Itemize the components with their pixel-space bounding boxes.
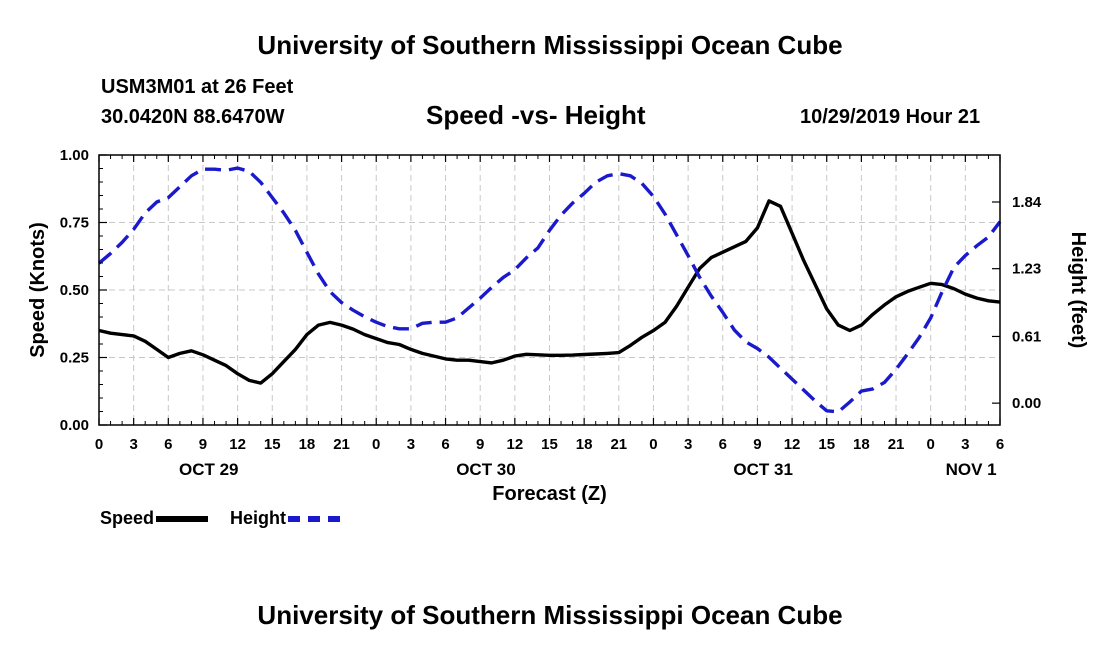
left-tick-label: 0.00 <box>60 417 89 434</box>
x-tick-label: 6 <box>441 436 449 453</box>
x-tick-label: 12 <box>784 436 801 453</box>
x-tick-label: 21 <box>888 436 905 453</box>
x-axis-label: Forecast (Z) <box>492 483 606 505</box>
x-tick-label: 0 <box>95 436 103 453</box>
x-tick-label: 15 <box>264 436 281 453</box>
x-date-label: OCT 29 <box>179 460 239 479</box>
right-tick-label: 1.84 <box>1012 194 1042 211</box>
left-tick-label: 0.50 <box>60 282 89 299</box>
x-tick-label: 0 <box>649 436 657 453</box>
series <box>97 166 1002 414</box>
x-tick-label: 15 <box>541 436 558 453</box>
chart-title: Speed -vs- Height <box>426 100 646 130</box>
coordinates-label: 30.0420N 88.6470W <box>101 106 285 128</box>
right-tick-label: 0.00 <box>1012 395 1041 412</box>
x-date-label: OCT 30 <box>456 460 516 479</box>
x-tick-label: 6 <box>164 436 172 453</box>
x-tick-label: 18 <box>576 436 593 453</box>
legend-speed: Speed <box>100 508 209 529</box>
x-tick-label: 9 <box>753 436 761 453</box>
timestamp-label: 10/29/2019 Hour 21 <box>800 106 981 128</box>
x-tick-label: 3 <box>407 436 415 453</box>
legend-height-swatch <box>288 515 340 522</box>
axes: 0 3 6 9 12 15 18 21 0 3 6 9 12 15 18 21 0 3 6 9 12 15 18 21 0 3 6O… <box>60 147 1042 479</box>
x-tick-label: 6 <box>719 436 727 453</box>
x-tick-label: 18 <box>853 436 870 453</box>
x-tick-label: 6 <box>996 436 1004 453</box>
x-tick-label: 3 <box>684 436 692 453</box>
legend-height-label: Height <box>230 508 286 528</box>
legend-speed-label: Speed <box>100 508 155 528</box>
left-tick-label: 0.25 <box>60 350 89 367</box>
left-tick-label: 1.00 <box>60 147 89 164</box>
left-tick-label: 0.75 <box>60 215 89 232</box>
right-tick-label: 1.23 <box>1012 261 1041 278</box>
x-tick-label: 0 <box>372 436 380 453</box>
x-tick-label: 18 <box>299 436 316 453</box>
x-tick-label: 3 <box>961 436 969 453</box>
x-tick-label: 15 <box>818 436 835 453</box>
x-tick-label: 9 <box>476 436 484 453</box>
x-tick-label: 12 <box>229 436 246 453</box>
x-tick-label: 21 <box>610 436 627 453</box>
legend-height: Height <box>230 508 340 529</box>
x-tick-label: 21 <box>333 436 350 453</box>
station-label: USM3M01 at 26 Feet <box>101 76 294 98</box>
x-tick-label: 9 <box>199 436 207 453</box>
x-date-label: OCT 31 <box>733 460 793 479</box>
x-tick-label: 3 <box>129 436 137 453</box>
right-axis-label: Height (feet) <box>1067 232 1089 349</box>
left-axis-label: Speed (Knots) <box>27 222 49 358</box>
legend-speed-swatch <box>156 515 209 522</box>
x-date-label: NOV 1 <box>946 460 997 479</box>
right-tick-label: 0.61 <box>1012 328 1041 345</box>
bottom-title: University of Southern Mississippi Ocean… <box>257 600 843 630</box>
speed-series-line <box>98 199 1001 385</box>
top-title: University of Southern Mississippi Ocean… <box>257 30 843 60</box>
height-series-line <box>97 166 1002 414</box>
x-tick-label: 0 <box>927 436 935 453</box>
x-tick-label: 12 <box>507 436 524 453</box>
grid <box>99 155 1000 425</box>
